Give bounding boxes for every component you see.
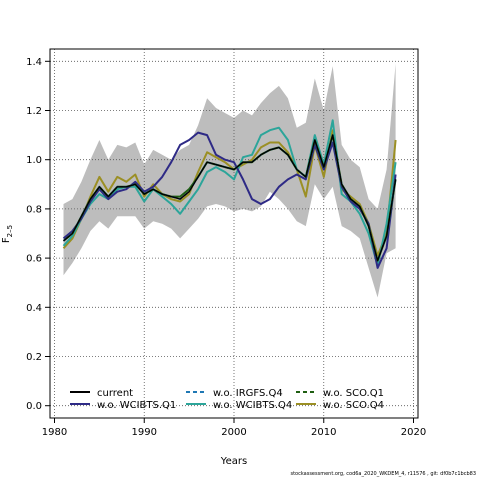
footer-text: stockassessment.org, cod6a_2020_WKDEM_4,… <box>290 471 476 477</box>
legend-label: current <box>97 388 133 399</box>
legend-label: w.o. WCIBTS.Q4 <box>213 400 292 411</box>
y-tick-label: 0.4 <box>26 303 42 314</box>
legend-label: w.o. SCO.Q1 <box>323 388 384 399</box>
x-tick-label: 1990 <box>132 427 157 438</box>
confidence-band <box>63 63 396 298</box>
legend-label: w.o. SCO.Q4 <box>323 400 384 411</box>
y-axis-title-sub: 2–5 <box>6 225 14 237</box>
band-layer <box>63 63 396 298</box>
y-axis-title: F2–5 <box>1 225 14 243</box>
x-axis-title: Years <box>220 456 247 467</box>
y-tick-label: 1.2 <box>26 106 42 117</box>
y-tick-label: 1.0 <box>26 155 42 166</box>
y-tick-label: 0.6 <box>26 254 42 265</box>
x-tick-label: 2020 <box>401 427 426 438</box>
y-tick-label: 0.0 <box>26 401 42 412</box>
legend-label: w.o. WCIBTS.Q1 <box>97 400 176 411</box>
y-axis: 0.0 0.2 0.4 0.6 0.8 1.0 1.2 1.4 <box>26 57 50 412</box>
x-tick-label: 1980 <box>42 427 67 438</box>
y-tick-label: 1.4 <box>26 57 42 68</box>
legend-label: w.o. IRGFS.Q4 <box>213 388 283 399</box>
series-layer <box>62 119 397 269</box>
x-tick-label: 2000 <box>221 427 246 438</box>
y-tick-label: 0.2 <box>26 352 42 363</box>
y-tick-label: 0.8 <box>26 204 42 215</box>
x-tick-label: 2010 <box>311 427 336 438</box>
y-axis-title-main: F <box>1 237 12 243</box>
series-line-current <box>63 134 397 262</box>
x-axis: 1980 1990 2000 2010 2020 <box>42 418 426 438</box>
